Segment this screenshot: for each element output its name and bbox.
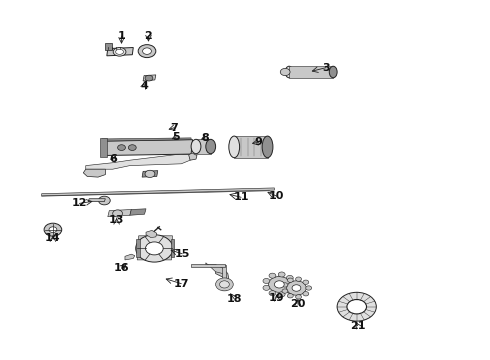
Polygon shape [102, 138, 191, 141]
Text: 6: 6 [110, 154, 118, 164]
Circle shape [337, 292, 376, 321]
Circle shape [220, 281, 229, 288]
Circle shape [263, 285, 270, 291]
Polygon shape [206, 263, 225, 274]
Polygon shape [216, 268, 229, 284]
Circle shape [128, 145, 136, 150]
Circle shape [146, 242, 163, 255]
Circle shape [280, 68, 290, 76]
Polygon shape [171, 239, 174, 257]
Circle shape [49, 227, 57, 233]
Circle shape [118, 145, 125, 150]
Circle shape [287, 294, 293, 298]
Text: 19: 19 [269, 293, 285, 303]
Text: 21: 21 [350, 321, 366, 331]
Ellipse shape [191, 139, 201, 154]
Polygon shape [108, 210, 131, 217]
Polygon shape [130, 209, 146, 215]
Ellipse shape [285, 66, 293, 78]
Text: 20: 20 [290, 299, 306, 309]
Circle shape [143, 48, 151, 54]
Circle shape [306, 286, 312, 290]
Ellipse shape [206, 139, 216, 154]
Circle shape [278, 292, 285, 297]
Polygon shape [143, 75, 156, 81]
Polygon shape [289, 66, 333, 78]
Circle shape [287, 281, 306, 295]
Text: 4: 4 [141, 81, 148, 91]
Polygon shape [137, 236, 172, 260]
Circle shape [98, 196, 110, 205]
Circle shape [138, 45, 156, 58]
Polygon shape [234, 136, 268, 158]
Polygon shape [42, 188, 274, 196]
Circle shape [295, 295, 301, 299]
Circle shape [216, 278, 233, 291]
Circle shape [295, 277, 301, 281]
Circle shape [282, 289, 288, 293]
Polygon shape [189, 153, 197, 160]
Circle shape [263, 278, 270, 283]
Ellipse shape [262, 136, 273, 158]
Circle shape [44, 223, 62, 236]
Text: 3: 3 [322, 63, 330, 73]
Circle shape [286, 275, 293, 280]
Text: 18: 18 [226, 294, 242, 304]
Text: 7: 7 [170, 123, 178, 133]
Text: 12: 12 [72, 198, 87, 208]
Polygon shape [107, 48, 133, 56]
Polygon shape [88, 199, 105, 202]
Polygon shape [86, 154, 190, 169]
Polygon shape [125, 254, 135, 260]
Polygon shape [100, 138, 107, 157]
Circle shape [303, 292, 309, 296]
Ellipse shape [329, 66, 337, 78]
Text: 15: 15 [174, 249, 190, 259]
Polygon shape [222, 265, 226, 290]
Polygon shape [196, 139, 211, 154]
Text: 9: 9 [255, 137, 263, 147]
Polygon shape [136, 239, 140, 257]
Text: 2: 2 [145, 31, 152, 41]
Circle shape [145, 75, 153, 81]
Circle shape [136, 235, 173, 262]
Circle shape [290, 282, 296, 287]
Polygon shape [146, 230, 157, 238]
Circle shape [282, 283, 288, 287]
Text: 14: 14 [45, 233, 61, 243]
Text: 11: 11 [233, 192, 249, 202]
Text: 1: 1 [118, 31, 125, 41]
Circle shape [269, 273, 276, 278]
Ellipse shape [229, 136, 240, 158]
Circle shape [278, 272, 285, 277]
Polygon shape [83, 169, 105, 177]
Circle shape [287, 278, 293, 282]
Text: 13: 13 [109, 215, 124, 225]
Circle shape [274, 281, 284, 288]
Circle shape [292, 285, 301, 291]
Circle shape [113, 210, 122, 217]
Circle shape [145, 170, 155, 177]
Circle shape [303, 280, 309, 284]
Text: 17: 17 [173, 279, 189, 289]
Circle shape [269, 291, 276, 296]
Ellipse shape [116, 49, 123, 54]
Polygon shape [105, 43, 112, 50]
Polygon shape [191, 264, 225, 267]
Ellipse shape [113, 48, 126, 56]
Polygon shape [102, 140, 193, 156]
Text: 10: 10 [269, 191, 285, 201]
Polygon shape [142, 171, 158, 177]
Text: 5: 5 [172, 132, 180, 142]
Text: 16: 16 [114, 263, 129, 273]
Circle shape [286, 288, 293, 293]
Text: 8: 8 [201, 132, 209, 143]
Circle shape [269, 276, 290, 292]
Circle shape [347, 300, 367, 314]
